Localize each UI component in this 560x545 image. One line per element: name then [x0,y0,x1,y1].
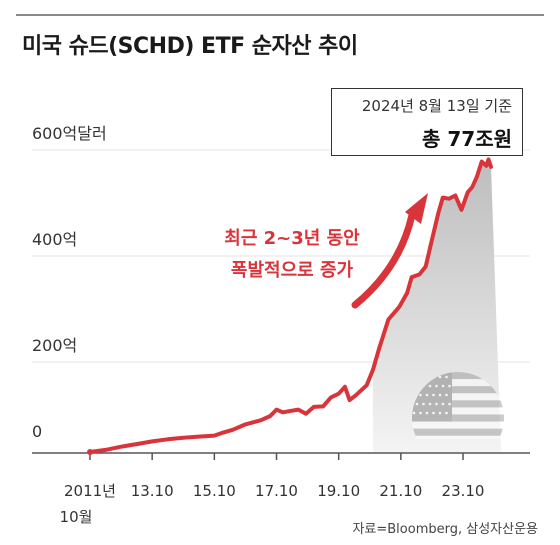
x-tick-label: 21.10 [379,482,422,500]
source-note: 자료=Bloomberg, 삼성자산운용 [352,522,538,537]
x-tick-label: 19.10 [317,482,360,500]
x-tick-label: 15.10 [193,482,236,500]
x-ticks: 2011년 10월 13.10 15.10 17.10 19.10 21.10 23.10 [60,453,485,526]
y-ticks: 0 200억 400억 600억달러 [32,124,107,441]
start-point [87,449,93,455]
y-tick-label: 0 [32,422,42,441]
top-rule [16,14,544,16]
curved-up-arrow-icon [351,193,428,309]
info-box: 2024년 8월 13일 기준 총 77조원 [331,88,523,156]
x-tick-label-sub: 10월 [60,508,93,526]
annotation-line2: 폭발적으로 증가 [231,260,354,281]
info-total: 총 77조원 [422,127,512,151]
y-tick-label: 400억 [32,230,77,249]
y-tick-label: 200억 [32,336,77,355]
x-tick-label: 23.10 [442,482,485,500]
y-tick-label: 600억달러 [32,124,107,143]
x-tick-label: 2011년 [64,482,116,500]
x-tick-label: 17.10 [255,482,298,500]
x-tick-label: 13.10 [131,482,174,500]
info-date: 2024년 8월 13일 기준 [361,97,512,115]
series-line [88,157,493,454]
chart-title: 미국 슈드(SCHD) ETF 순자산 추이 [22,34,358,59]
annotation-line1: 최근 2~3년 동안 [224,228,360,249]
